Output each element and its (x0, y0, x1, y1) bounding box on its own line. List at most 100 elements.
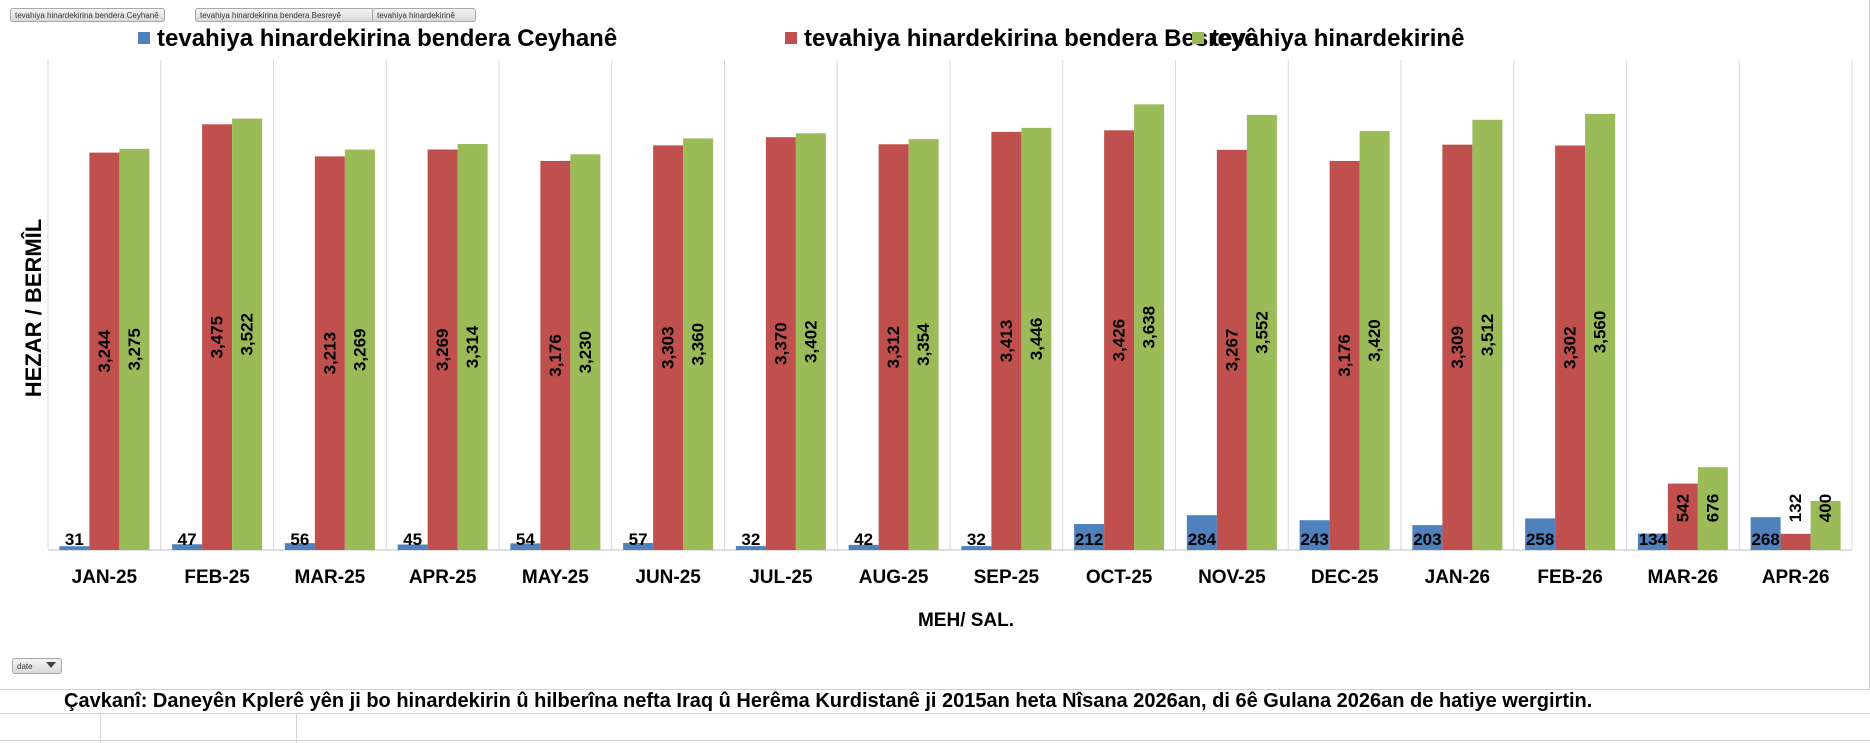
x-tick-label: JUL-25 (749, 567, 813, 588)
data-label: 3,402 (801, 320, 820, 363)
data-label: 3,420 (1365, 319, 1384, 362)
data-label: 3,475 (208, 316, 227, 359)
data-label: 3,426 (1110, 319, 1129, 362)
bar-3-sep-25 (1021, 127, 1052, 551)
data-label: 676 (1703, 494, 1722, 522)
bar-2-jan-25 (89, 152, 120, 551)
data-label: 57 (629, 530, 648, 549)
source-note: Çavkanî: Daneyên Kplerê yên ji bo hinard… (64, 690, 1593, 712)
data-label: 32 (741, 530, 760, 549)
bar-2-apr-25 (427, 149, 458, 551)
data-label: 3,370 (771, 322, 790, 365)
data-label: 3,309 (1448, 326, 1467, 369)
x-tick-label: APR-26 (1762, 567, 1830, 588)
legend-entry: tevahiya hinardekirina bendera Besreyê (804, 25, 1258, 52)
bar-3-apr-25 (457, 144, 488, 550)
y-axis-title: HEZAR / BERMÎL (21, 219, 46, 397)
bar-1-sep-25 (961, 546, 992, 550)
data-label: 203 (1413, 530, 1441, 549)
field-button-total[interactable]: tevahiya hinardekirinê (372, 8, 476, 22)
data-label: 243 (1300, 530, 1328, 549)
bar-3-jan-25 (119, 148, 150, 550)
x-tick-label: JAN-25 (72, 567, 138, 588)
data-label: 3,244 (95, 329, 114, 372)
bar-1-jun-25 (623, 543, 654, 550)
bar-3-feb-26 (1585, 113, 1616, 551)
funnel-icon (46, 662, 56, 668)
sheet-gridline (0, 740, 1870, 741)
data-label: 56 (290, 530, 309, 549)
x-tick-label: NOV-25 (1198, 567, 1266, 588)
bar-3-nov-25 (1246, 114, 1277, 550)
bar-chart: 31 3,244 3,275 JAN-25 47 3,475 3,522 FEB-25 56 3,… (21, 25, 1853, 631)
x-tick-label: JUN-25 (635, 567, 701, 588)
data-label: 47 (178, 530, 197, 549)
bar-3-feb-25 (232, 118, 263, 551)
bar-2-mar-26 (1667, 483, 1698, 550)
bar-1-jan-26 (1412, 525, 1443, 550)
sheet-column-line (296, 714, 297, 743)
bar-3-apr-26 (1810, 501, 1841, 550)
data-label: 3,176 (546, 334, 565, 377)
legend-swatch (138, 32, 150, 44)
bar-2-nov-25 (1216, 149, 1247, 551)
data-label: 3,176 (1335, 334, 1354, 377)
bar-2-aug-25 (878, 144, 909, 550)
bar-1-oct-25 (1074, 524, 1105, 550)
data-label: 3,413 (997, 320, 1016, 363)
x-tick-label: DEC-25 (1311, 567, 1379, 588)
bar-3-oct-25 (1134, 104, 1165, 550)
data-label: 3,360 (689, 323, 708, 366)
bar-3-jan-26 (1472, 119, 1503, 550)
data-label: 42 (854, 530, 873, 549)
bar-2-feb-26 (1555, 145, 1586, 550)
bar-2-jan-26 (1442, 144, 1473, 550)
bar-1-jul-25 (735, 546, 766, 550)
sheet-gridline (0, 713, 1870, 714)
bar-2-sep-25 (991, 131, 1022, 550)
bar-1-feb-26 (1525, 518, 1556, 550)
field-button-ceyhan[interactable]: tevahiya hinardekirina bendera Ceyhanê (10, 8, 165, 22)
x-tick-label: AUG-25 (859, 567, 929, 588)
bar-2-jun-25 (653, 145, 684, 550)
x-tick-label: FEB-25 (184, 567, 250, 588)
x-tick-label: MAY-25 (522, 567, 589, 588)
data-label: 3,314 (463, 325, 482, 368)
data-label: 132 (1786, 494, 1805, 522)
data-label: 3,552 (1252, 311, 1271, 354)
data-label: 45 (403, 530, 422, 549)
legend-swatch (1192, 32, 1204, 44)
date-filter-button[interactable]: date (12, 658, 62, 674)
data-label: 3,638 (1140, 306, 1159, 349)
bar-1-may-25 (510, 543, 541, 550)
data-label: 31 (65, 530, 84, 549)
bar-3-mar-25 (344, 149, 375, 551)
data-label: 400 (1816, 494, 1835, 522)
filter-label: date (17, 662, 33, 671)
x-tick-label: APR-25 (409, 567, 477, 588)
x-tick-label: SEP-25 (974, 567, 1040, 588)
data-label: 54 (516, 530, 535, 549)
bar-2-apr-26 (1780, 533, 1811, 550)
bar-1-jan-25 (59, 546, 90, 550)
data-label: 32 (967, 530, 986, 549)
bar-1-mar-25 (284, 543, 315, 550)
data-label: 3,446 (1027, 318, 1046, 361)
bar-2-mar-25 (314, 156, 345, 550)
bar-1-dec-25 (1299, 520, 1330, 550)
data-label: 284 (1188, 530, 1217, 549)
bar-3-jul-25 (795, 133, 826, 550)
bar-1-mar-26 (1637, 533, 1668, 550)
bar-2-jul-25 (765, 137, 796, 551)
data-label: 3,512 (1478, 314, 1497, 357)
data-label: 268 (1751, 530, 1779, 549)
chart-area: tevahiya hinardekirina bendera Ceyhanê t… (0, 0, 1870, 690)
data-label: 3,302 (1561, 326, 1580, 369)
data-label: 3,354 (914, 323, 933, 366)
bar-3-aug-25 (908, 139, 939, 550)
data-label: 3,312 (884, 326, 903, 369)
bar-2-feb-25 (202, 124, 233, 550)
bar-3-jun-25 (683, 138, 714, 550)
x-tick-label: JAN-26 (1425, 567, 1490, 588)
bar-1-feb-25 (172, 544, 203, 550)
